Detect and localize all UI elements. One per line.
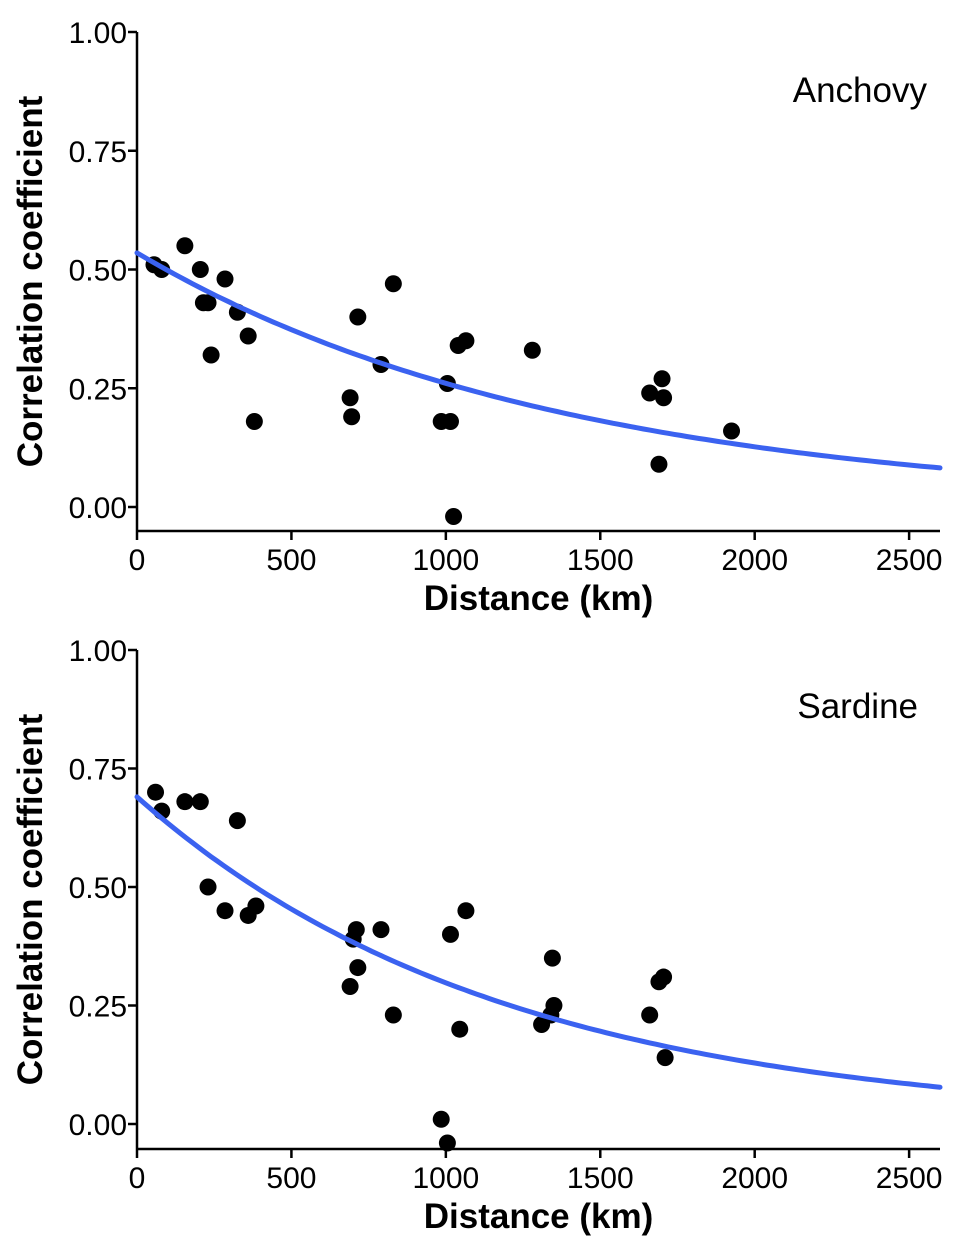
y-tick-label: 0.75 (69, 136, 127, 169)
y-tick-label: 0.75 (69, 754, 127, 787)
data-point (543, 949, 561, 967)
data-point (349, 959, 367, 977)
y-tick-label: 0.00 (69, 1109, 127, 1142)
x-tick-label: 500 (266, 544, 316, 577)
data-point (247, 897, 265, 915)
y-tick-label: 0.50 (69, 255, 127, 288)
data-point (228, 812, 246, 830)
data-point (653, 370, 671, 388)
data-point (191, 261, 209, 278)
x-tick-label: 2000 (721, 544, 788, 577)
chart-panel-sardine: 0.00 0.25 0.50 0.75 1.00 0 500 1000 1500 2000 2500… (11, 635, 943, 1236)
data-point (441, 413, 459, 430)
data-point (191, 793, 209, 811)
y-tick-label: 1.00 (69, 17, 127, 50)
data-point (176, 237, 194, 255)
x-tick-label: 500 (266, 1162, 316, 1195)
data-point (655, 389, 673, 407)
data-point (445, 508, 463, 525)
data-point (432, 1110, 450, 1128)
data-point (641, 384, 659, 402)
x-axis-title: Distance (km) (424, 1197, 654, 1236)
y-tick-label: 0.00 (69, 492, 127, 525)
data-point (216, 270, 234, 288)
fit-curve (134, 250, 943, 471)
data-point (441, 925, 459, 943)
y-tick-label: 0.25 (69, 991, 127, 1024)
data-point (349, 308, 367, 326)
data-point (457, 332, 475, 350)
data-point (176, 793, 194, 811)
data-point (545, 997, 563, 1014)
x-tick-label: 1500 (567, 1162, 634, 1195)
x-tick-label: 0 (129, 1162, 146, 1195)
y-tick-label: 0.50 (69, 872, 127, 905)
data-point (372, 921, 390, 939)
x-tick-label: 2500 (876, 544, 943, 577)
data-point (347, 921, 365, 939)
x-tick-label: 2000 (721, 1162, 788, 1195)
panel-label: Sardine (797, 687, 918, 726)
y-tick-label: 0.25 (69, 373, 127, 406)
data-point (341, 978, 359, 996)
data-point (384, 275, 402, 293)
data-point (245, 413, 263, 430)
chart-panel-anchovy: 0.00 0.25 0.50 0.75 1.00 0 500 1000 1500 2000 2500… (11, 17, 943, 618)
fit-curve (134, 794, 943, 1090)
data-point (650, 455, 668, 473)
data-point (655, 968, 673, 986)
data-point (199, 878, 217, 896)
x-tick-label: 1500 (567, 544, 634, 577)
data-point (457, 902, 475, 920)
x-tick-label: 1000 (412, 1162, 479, 1195)
data-point (641, 1006, 659, 1024)
data-point (239, 327, 257, 345)
data-point (723, 422, 741, 440)
data-point (216, 902, 234, 920)
data-point (438, 1134, 456, 1152)
y-tick-label: 1.00 (69, 635, 127, 668)
x-axis-title: Distance (km) (424, 579, 654, 618)
data-point (656, 1049, 674, 1067)
y-axis-title: Correlation coefficient (11, 713, 50, 1085)
x-tick-label: 0 (129, 544, 146, 577)
data-point (202, 346, 220, 364)
data-point (384, 1006, 402, 1024)
x-tick-label: 1000 (412, 544, 479, 577)
panel-label: Anchovy (793, 71, 928, 110)
x-tick-label: 2500 (876, 1162, 943, 1195)
data-point (341, 389, 359, 407)
data-point (523, 341, 541, 359)
data-point (199, 294, 217, 312)
data-point (147, 783, 165, 801)
data-point (343, 408, 361, 426)
data-point (451, 1020, 469, 1038)
y-axis-title: Correlation coefficient (11, 95, 50, 467)
